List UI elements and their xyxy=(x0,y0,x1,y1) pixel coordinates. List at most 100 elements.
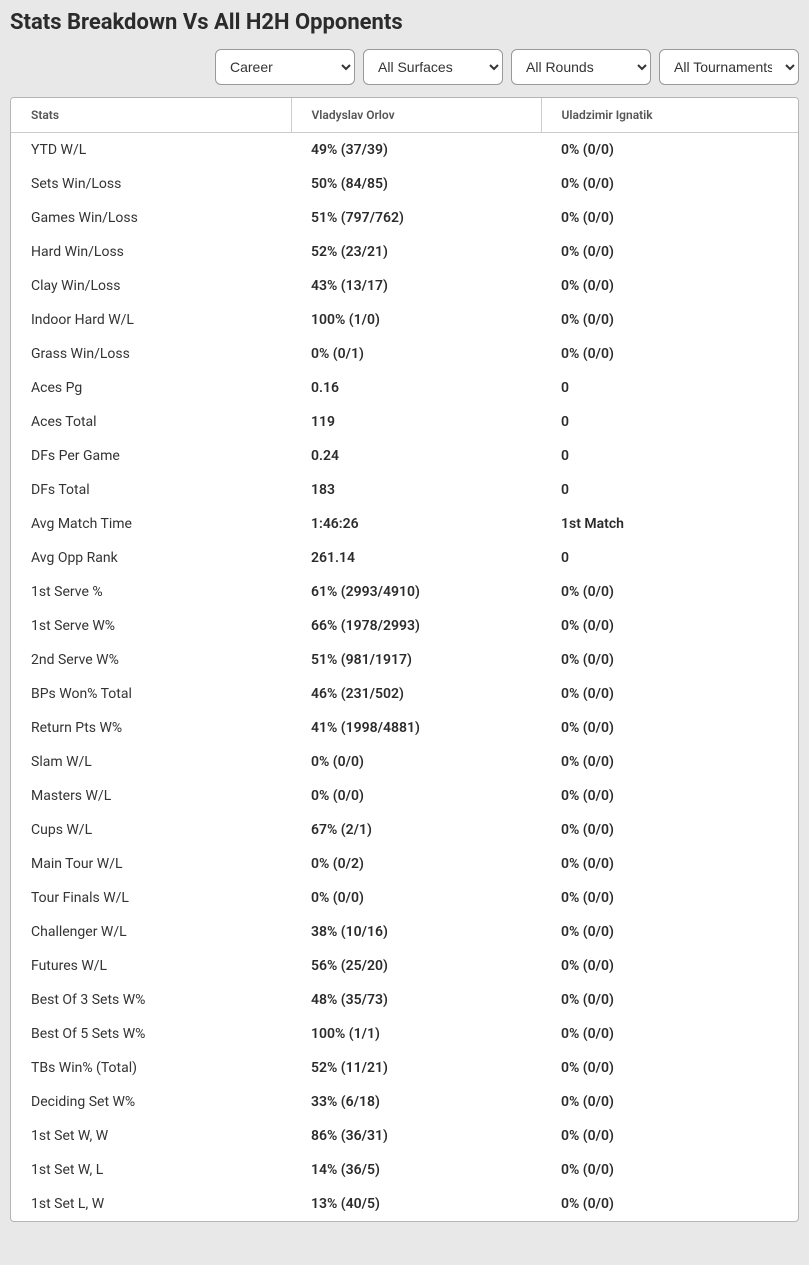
stat-player2-value: 0% (0/0) xyxy=(541,1119,798,1153)
table-row: 1st Set L, W13% (40/5)0% (0/0) xyxy=(11,1187,798,1221)
stats-table-container: Stats Vladyslav Orlov Uladzimir Ignatik … xyxy=(10,97,799,1222)
table-row: Avg Opp Rank261.140 xyxy=(11,541,798,575)
stat-player1-value: 100% (1/1) xyxy=(291,1017,541,1051)
stat-label: TBs Win% (Total) xyxy=(11,1051,291,1085)
stat-label: 2nd Serve W% xyxy=(11,643,291,677)
stat-label: Slam W/L xyxy=(11,745,291,779)
stat-label: 1st Serve W% xyxy=(11,609,291,643)
stat-label: Masters W/L xyxy=(11,779,291,813)
stat-player2-value: 0 xyxy=(541,541,798,575)
table-row: Deciding Set W%33% (6/18)0% (0/0) xyxy=(11,1085,798,1119)
table-row: Best Of 5 Sets W%100% (1/1)0% (0/0) xyxy=(11,1017,798,1051)
table-row: 1st Set W, L14% (36/5)0% (0/0) xyxy=(11,1153,798,1187)
table-row: Aces Total1190 xyxy=(11,405,798,439)
stat-player2-value: 0% (0/0) xyxy=(541,1051,798,1085)
table-row: Best Of 3 Sets W%48% (35/73)0% (0/0) xyxy=(11,983,798,1017)
stat-label: BPs Won% Total xyxy=(11,677,291,711)
stat-label: Deciding Set W% xyxy=(11,1085,291,1119)
stat-label: Hard Win/Loss xyxy=(11,235,291,269)
stat-player2-value: 0% (0/0) xyxy=(541,745,798,779)
stat-player1-value: 0% (0/0) xyxy=(291,745,541,779)
stat-player1-value: 33% (6/18) xyxy=(291,1085,541,1119)
stat-player1-value: 14% (36/5) xyxy=(291,1153,541,1187)
stat-player1-value: 61% (2993/4910) xyxy=(291,575,541,609)
stats-table: Stats Vladyslav Orlov Uladzimir Ignatik … xyxy=(11,98,798,1221)
col-header-player2: Uladzimir Ignatik xyxy=(541,98,798,133)
stat-player2-value: 0% (0/0) xyxy=(541,711,798,745)
table-row: 2nd Serve W%51% (981/1917)0% (0/0) xyxy=(11,643,798,677)
stat-label: 1st Set W, W xyxy=(11,1119,291,1153)
stat-player2-value: 0% (0/0) xyxy=(541,677,798,711)
stat-player2-value: 0 xyxy=(541,439,798,473)
filter-bar: Career All Surfaces All Rounds All Tourn… xyxy=(10,49,799,85)
filter-tournaments[interactable]: All Tournaments xyxy=(659,49,799,85)
stat-label: Return Pts W% xyxy=(11,711,291,745)
stat-label: 1st Set L, W xyxy=(11,1187,291,1221)
stat-label: Avg Opp Rank xyxy=(11,541,291,575)
col-header-stats: Stats xyxy=(11,98,291,133)
filter-career[interactable]: Career xyxy=(215,49,355,85)
stat-label: Best Of 3 Sets W% xyxy=(11,983,291,1017)
table-row: Avg Match Time1:46:261st Match xyxy=(11,507,798,541)
table-row: Futures W/L56% (25/20)0% (0/0) xyxy=(11,949,798,983)
stat-player1-value: 86% (36/31) xyxy=(291,1119,541,1153)
stat-label: DFs Per Game xyxy=(11,439,291,473)
stat-label: 1st Serve % xyxy=(11,575,291,609)
stat-player1-value: 0.24 xyxy=(291,439,541,473)
table-row: 1st Set W, W86% (36/31)0% (0/0) xyxy=(11,1119,798,1153)
stat-player1-value: 0% (0/1) xyxy=(291,337,541,371)
stat-player2-value: 0% (0/0) xyxy=(541,303,798,337)
stat-player1-value: 13% (40/5) xyxy=(291,1187,541,1221)
stat-player1-value: 51% (797/762) xyxy=(291,201,541,235)
stat-player1-value: 49% (37/39) xyxy=(291,133,541,168)
stat-player2-value: 0% (0/0) xyxy=(541,915,798,949)
stat-player1-value: 0.16 xyxy=(291,371,541,405)
stat-label: Tour Finals W/L xyxy=(11,881,291,915)
stat-player1-value: 0% (0/0) xyxy=(291,881,541,915)
stat-label: Challenger W/L xyxy=(11,915,291,949)
stat-label: 1st Set W, L xyxy=(11,1153,291,1187)
stat-player1-value: 0% (0/0) xyxy=(291,779,541,813)
table-row: Challenger W/L38% (10/16)0% (0/0) xyxy=(11,915,798,949)
stat-player1-value: 100% (1/0) xyxy=(291,303,541,337)
stat-player1-value: 51% (981/1917) xyxy=(291,643,541,677)
stat-label: Main Tour W/L xyxy=(11,847,291,881)
stat-player1-value: 46% (231/502) xyxy=(291,677,541,711)
stat-player2-value: 0% (0/0) xyxy=(541,949,798,983)
stat-player2-value: 0% (0/0) xyxy=(541,779,798,813)
stat-label: Indoor Hard W/L xyxy=(11,303,291,337)
stat-player1-value: 1:46:26 xyxy=(291,507,541,541)
col-header-player1: Vladyslav Orlov xyxy=(291,98,541,133)
table-row: Sets Win/Loss50% (84/85)0% (0/0) xyxy=(11,167,798,201)
stat-label: Cups W/L xyxy=(11,813,291,847)
stat-player1-value: 50% (84/85) xyxy=(291,167,541,201)
stat-player2-value: 0% (0/0) xyxy=(541,337,798,371)
stat-player1-value: 52% (11/21) xyxy=(291,1051,541,1085)
stat-player1-value: 48% (35/73) xyxy=(291,983,541,1017)
filter-surfaces[interactable]: All Surfaces xyxy=(363,49,503,85)
table-row: Clay Win/Loss43% (13/17)0% (0/0) xyxy=(11,269,798,303)
stat-player2-value: 0% (0/0) xyxy=(541,609,798,643)
table-row: Aces Pg0.160 xyxy=(11,371,798,405)
filter-rounds[interactable]: All Rounds xyxy=(511,49,651,85)
stat-player1-value: 43% (13/17) xyxy=(291,269,541,303)
stat-player2-value: 0% (0/0) xyxy=(541,133,798,168)
stat-player2-value: 1st Match xyxy=(541,507,798,541)
table-row: Main Tour W/L0% (0/2)0% (0/0) xyxy=(11,847,798,881)
stat-player1-value: 261.14 xyxy=(291,541,541,575)
stat-label: Best Of 5 Sets W% xyxy=(11,1017,291,1051)
table-row: 1st Serve %61% (2993/4910)0% (0/0) xyxy=(11,575,798,609)
table-row: Slam W/L0% (0/0)0% (0/0) xyxy=(11,745,798,779)
stat-player1-value: 66% (1978/2993) xyxy=(291,609,541,643)
stat-player2-value: 0% (0/0) xyxy=(541,201,798,235)
stat-player2-value: 0% (0/0) xyxy=(541,575,798,609)
table-row: TBs Win% (Total)52% (11/21)0% (0/0) xyxy=(11,1051,798,1085)
stat-player1-value: 119 xyxy=(291,405,541,439)
stat-player2-value: 0 xyxy=(541,371,798,405)
stat-label: Aces Pg xyxy=(11,371,291,405)
stat-label: Avg Match Time xyxy=(11,507,291,541)
table-row: 1st Serve W%66% (1978/2993)0% (0/0) xyxy=(11,609,798,643)
table-row: Hard Win/Loss52% (23/21)0% (0/0) xyxy=(11,235,798,269)
stat-player1-value: 38% (10/16) xyxy=(291,915,541,949)
stat-player1-value: 41% (1998/4881) xyxy=(291,711,541,745)
